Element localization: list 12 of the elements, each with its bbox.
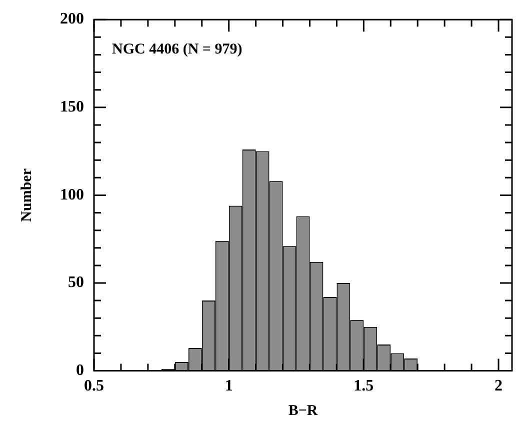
y-tick-label: 200: [60, 10, 84, 28]
x-tick-label: 2: [494, 378, 503, 395]
x-axis-title: B−R: [288, 402, 318, 419]
y-axis-title: Number: [18, 168, 35, 222]
x-tick-label: 1: [224, 378, 233, 395]
y-tick-label: 100: [60, 186, 84, 204]
y-tick-label: 50: [68, 274, 84, 292]
x-tick-label: 1.5: [354, 378, 374, 395]
y-tick-label: 150: [60, 98, 84, 116]
y-tick-label: 0: [76, 362, 84, 379]
text: NGC 4406 (N = 979): [112, 41, 242, 58]
x-tick-label: 0.5: [84, 378, 104, 395]
